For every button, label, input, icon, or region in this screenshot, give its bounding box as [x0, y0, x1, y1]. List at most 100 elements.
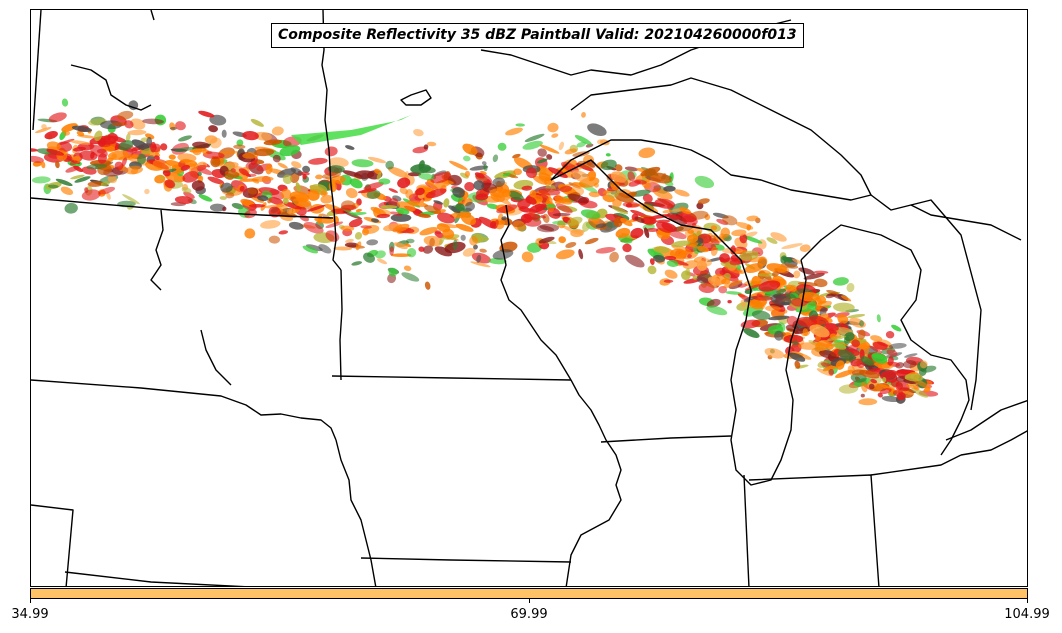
paintball-blob — [244, 228, 256, 239]
paintball-blob — [363, 252, 375, 263]
nd-mn-border — [321, 10, 342, 271]
paintball-blob — [300, 171, 310, 176]
paintball-blob — [55, 161, 60, 169]
paintball-blob — [403, 265, 412, 272]
paintball-blob — [513, 168, 522, 176]
paintball-blob — [501, 216, 507, 221]
paintball-blob — [625, 202, 633, 208]
paintball-blob — [470, 261, 491, 268]
paintball-blob — [837, 322, 845, 328]
paintball-blob — [122, 194, 140, 205]
paintball-blob — [729, 259, 744, 266]
paintball-blob — [96, 148, 107, 154]
paintball-blob — [752, 295, 773, 301]
paintball-blob — [463, 155, 471, 162]
paintball-blob — [809, 315, 829, 326]
paintball-blob — [521, 185, 533, 191]
paintball-blob — [321, 171, 342, 179]
paintball-blob — [206, 150, 213, 155]
paintball-blob — [278, 230, 289, 235]
paintball-blob — [462, 247, 476, 257]
paintball-blob — [388, 198, 399, 207]
paintball-blob — [891, 324, 902, 332]
paintball-blob — [279, 145, 301, 157]
paintball-blob — [605, 153, 611, 157]
nd-lake — [150, 209, 164, 291]
paintball-blob — [46, 148, 65, 156]
paintball-blob — [207, 176, 225, 185]
paintball-blob — [464, 181, 475, 192]
paintball-blob — [282, 174, 293, 185]
paintball-blob — [697, 245, 710, 253]
paintball-blob — [361, 228, 370, 236]
paintball-blob — [625, 254, 645, 268]
paintball-blob — [250, 118, 264, 127]
paintball-blob — [70, 174, 85, 180]
paintball-blob — [847, 314, 866, 319]
paintball-blob — [581, 112, 586, 118]
paintball-blob — [833, 302, 855, 313]
map-canvas — [31, 10, 1027, 586]
paintball-blob — [224, 170, 240, 178]
paintball-blob — [858, 398, 878, 406]
paintball-blob — [333, 246, 352, 251]
ontario-border — [910, 199, 982, 411]
paintball-blob — [888, 343, 907, 349]
paintball-blob — [406, 248, 417, 258]
paintball-blob — [357, 188, 377, 194]
paintball-blob — [846, 282, 855, 293]
paintball-blob — [376, 258, 388, 265]
colorbar-tick-mark-min — [30, 599, 31, 603]
paintball-blob — [370, 206, 387, 216]
paintball-blob — [638, 147, 656, 159]
paintball-blob — [160, 143, 168, 151]
paintball-blob — [611, 205, 628, 215]
paintball-blob — [664, 269, 678, 279]
colorbar-tick-max: 104.99 — [1004, 607, 1050, 622]
wi-mi-border — [550, 159, 742, 261]
paintball-blob — [521, 251, 534, 263]
paintball-blob — [390, 213, 412, 222]
paintball-blob — [121, 157, 127, 167]
paintball-blob — [97, 153, 107, 164]
paintball-blob — [577, 160, 595, 169]
paintball-blob — [518, 207, 538, 214]
paintball-blob — [87, 181, 104, 187]
paintball-blob — [405, 189, 414, 199]
paintball-blob — [303, 221, 324, 234]
ia-mo-border — [360, 557, 572, 563]
paintball-blob — [288, 221, 304, 230]
paintball-blob — [537, 148, 547, 157]
paintball-blob — [307, 190, 320, 201]
paintball-blob — [667, 230, 687, 240]
paintball-blob — [813, 270, 829, 274]
paintball-blob — [551, 133, 559, 138]
map-panel: Composite Reflectivity 35 dBZ Paintball … — [30, 9, 1028, 587]
oh-border — [870, 454, 962, 476]
in-oh-border — [748, 474, 880, 586]
paintball-blob — [851, 339, 860, 348]
paintball-blob — [159, 175, 165, 180]
paintball-blob — [661, 222, 677, 232]
paintball-blob — [505, 127, 523, 136]
paintball-blob — [64, 202, 78, 214]
paintball-blob — [376, 172, 382, 180]
paintball-blob — [882, 377, 887, 383]
paintball-blob — [452, 187, 465, 198]
paintball-blob — [559, 185, 573, 193]
paintball-blob — [886, 349, 898, 357]
paintball-blob — [111, 122, 128, 127]
paintball-blob — [905, 384, 919, 389]
paintball-blob — [799, 244, 811, 252]
paintball-blob — [782, 256, 793, 263]
paintball-blob — [351, 159, 374, 168]
paintball-blob — [809, 324, 830, 338]
paintball-blob — [850, 358, 864, 367]
paintball-blob — [219, 196, 227, 200]
paintball-blob — [180, 164, 191, 171]
paintball-blob — [210, 156, 221, 168]
canada-border — [150, 10, 155, 21]
paintball-blob — [360, 225, 372, 229]
paintball-blob — [662, 209, 673, 214]
paintball-blob — [127, 129, 147, 136]
